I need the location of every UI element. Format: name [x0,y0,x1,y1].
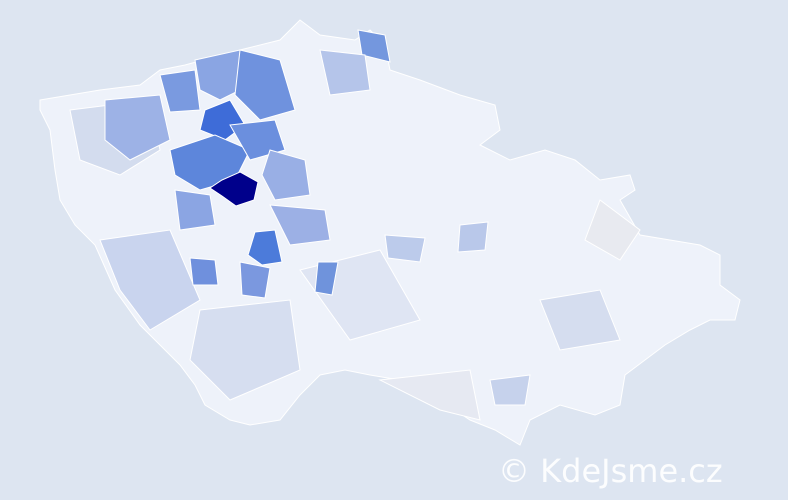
region [99,229,201,331]
region [539,289,621,351]
region [378,369,481,421]
region [319,49,371,96]
region [384,234,426,263]
watermark: © KdeJsme.cz [498,452,723,490]
region [189,299,301,401]
region [314,261,339,296]
region [584,199,641,261]
region [174,189,216,231]
region [234,49,296,121]
region [247,229,283,266]
region [189,257,219,286]
region [239,261,271,299]
region [457,221,489,253]
region [261,149,311,201]
region [104,94,171,161]
region [159,69,201,113]
region [269,204,331,246]
region-capital [209,171,259,207]
region [357,29,391,63]
region [489,374,531,406]
